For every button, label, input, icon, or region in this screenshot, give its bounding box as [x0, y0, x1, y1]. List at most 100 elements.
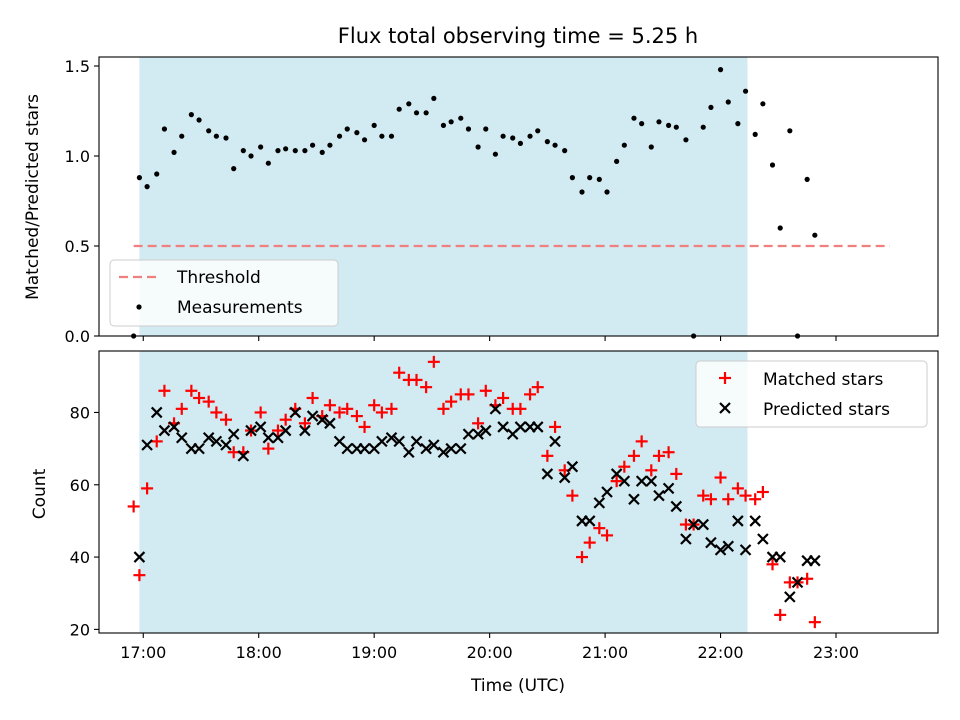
predicted-star-point — [541, 468, 554, 480]
measurement-point — [327, 142, 333, 148]
measurement-point — [604, 189, 610, 195]
predicted-star-point — [324, 417, 336, 430]
predicted-star-point — [809, 554, 821, 567]
measurement-point — [379, 133, 385, 139]
measurement-point — [440, 122, 447, 128]
legend-matched-swatch — [719, 372, 731, 384]
measurement-point — [673, 124, 679, 130]
matched-star-point — [472, 417, 485, 430]
predicted-star-point — [645, 475, 658, 487]
predicted-star-point — [739, 544, 752, 556]
measurement-point — [371, 122, 377, 128]
measurement-point — [448, 119, 454, 125]
measurement-point — [552, 142, 558, 148]
predicted-star-point — [393, 435, 405, 448]
predicted-star-point — [549, 435, 561, 448]
bottom-panel: 20 40 60 80 17:00 18:00 19:00 20:00 21:00 22:00 2… — [30, 350, 939, 696]
measurement-points — [131, 67, 818, 339]
matched-star-point — [531, 381, 544, 394]
measurement-point — [413, 110, 420, 116]
top-y-tick-label: 0.5 — [65, 237, 90, 256]
matched-star-point — [333, 406, 346, 419]
predicted-star-point — [514, 421, 527, 433]
matched-star-point — [801, 572, 814, 585]
matched-star-point — [133, 569, 146, 582]
predicted-star-point — [410, 435, 423, 448]
matched-star-point — [635, 435, 648, 448]
matched-star-point — [375, 406, 388, 419]
measurement-point — [787, 128, 793, 134]
measurement-point — [309, 142, 316, 148]
matched-star-point — [756, 486, 769, 498]
predicted-star-point — [714, 544, 727, 556]
measurement-point — [388, 133, 395, 139]
matched-star-point — [670, 467, 683, 480]
measurement-point — [717, 67, 724, 73]
predicted-star-point — [601, 486, 613, 498]
bottom-y-tick-label: 20 — [70, 620, 90, 639]
matched-star-point — [462, 388, 475, 401]
matched-star-point — [358, 420, 371, 433]
top-y-tick-label: 1.5 — [65, 57, 90, 76]
matched-star-point — [662, 446, 675, 459]
measurement-point — [302, 148, 308, 154]
matched-star-point — [141, 482, 154, 495]
predicted-star-point — [237, 450, 250, 462]
predicted-star-point — [193, 442, 205, 455]
bottom-y-tick-label: 80 — [70, 403, 90, 422]
matched-star-point — [158, 384, 171, 397]
measurement-point — [144, 184, 150, 190]
predicted-star-point — [175, 431, 188, 444]
top-legend-box — [109, 259, 339, 327]
matched-star-point — [410, 373, 423, 386]
matched-star-point — [306, 392, 319, 404]
matched-star-point — [618, 460, 631, 473]
predicted-star-point — [168, 421, 180, 433]
matched-star-point — [427, 355, 440, 368]
measurement-point — [319, 149, 325, 155]
matched-star-point — [420, 381, 433, 394]
top-y-ticks: 0.0 0.5 1.0 1.5 — [65, 57, 99, 346]
predicted-star-point — [385, 431, 398, 444]
measurement-point — [475, 144, 481, 150]
matched-star-point — [601, 529, 614, 542]
predicted-star-point — [687, 518, 700, 531]
measurement-point — [725, 99, 731, 105]
matched-star-point — [445, 395, 458, 408]
bottom-axes-frame — [98, 350, 939, 634]
predicted-star-point — [445, 442, 457, 455]
measurement-point — [562, 148, 568, 154]
measurement-point — [631, 115, 637, 121]
bottom-y-tick-label: 40 — [70, 548, 90, 567]
measurement-point — [510, 135, 516, 141]
measurement-point — [354, 130, 360, 136]
predicted-star-point — [158, 424, 171, 437]
legend-measurements-label: Measurements — [177, 298, 303, 318]
matched-star-point — [193, 392, 206, 404]
matched-star-point — [774, 608, 787, 621]
top-axes-frame — [98, 56, 939, 337]
measurement-point — [656, 119, 662, 125]
predicted-star-point — [454, 442, 467, 455]
matched-star-points — [127, 355, 821, 629]
measurement-point — [179, 133, 185, 139]
bottom-x-ticks: 17:00 18:00 19:00 20:00 21:00 22:00 23:00 — [120, 633, 859, 662]
predicted-star-point — [403, 446, 415, 459]
predicted-star-point — [653, 489, 665, 502]
matched-star-point — [514, 402, 527, 415]
measurement-point — [396, 106, 402, 112]
measurement-point — [569, 175, 575, 181]
predicted-star-point — [141, 439, 153, 451]
measurement-point — [614, 158, 620, 164]
matched-star-point — [437, 402, 450, 415]
matched-star-point — [739, 489, 752, 502]
x-tick-label: 21:00 — [582, 643, 628, 662]
predicted-star-points — [133, 403, 821, 603]
legend-predicted-label: Predicted stars — [763, 400, 890, 420]
measurement-point — [683, 137, 689, 143]
predicted-star-point — [462, 428, 475, 440]
legend-threshold-label: Threshold — [176, 268, 261, 288]
predicted-star-point — [784, 591, 796, 603]
predicted-star-point — [618, 475, 631, 487]
